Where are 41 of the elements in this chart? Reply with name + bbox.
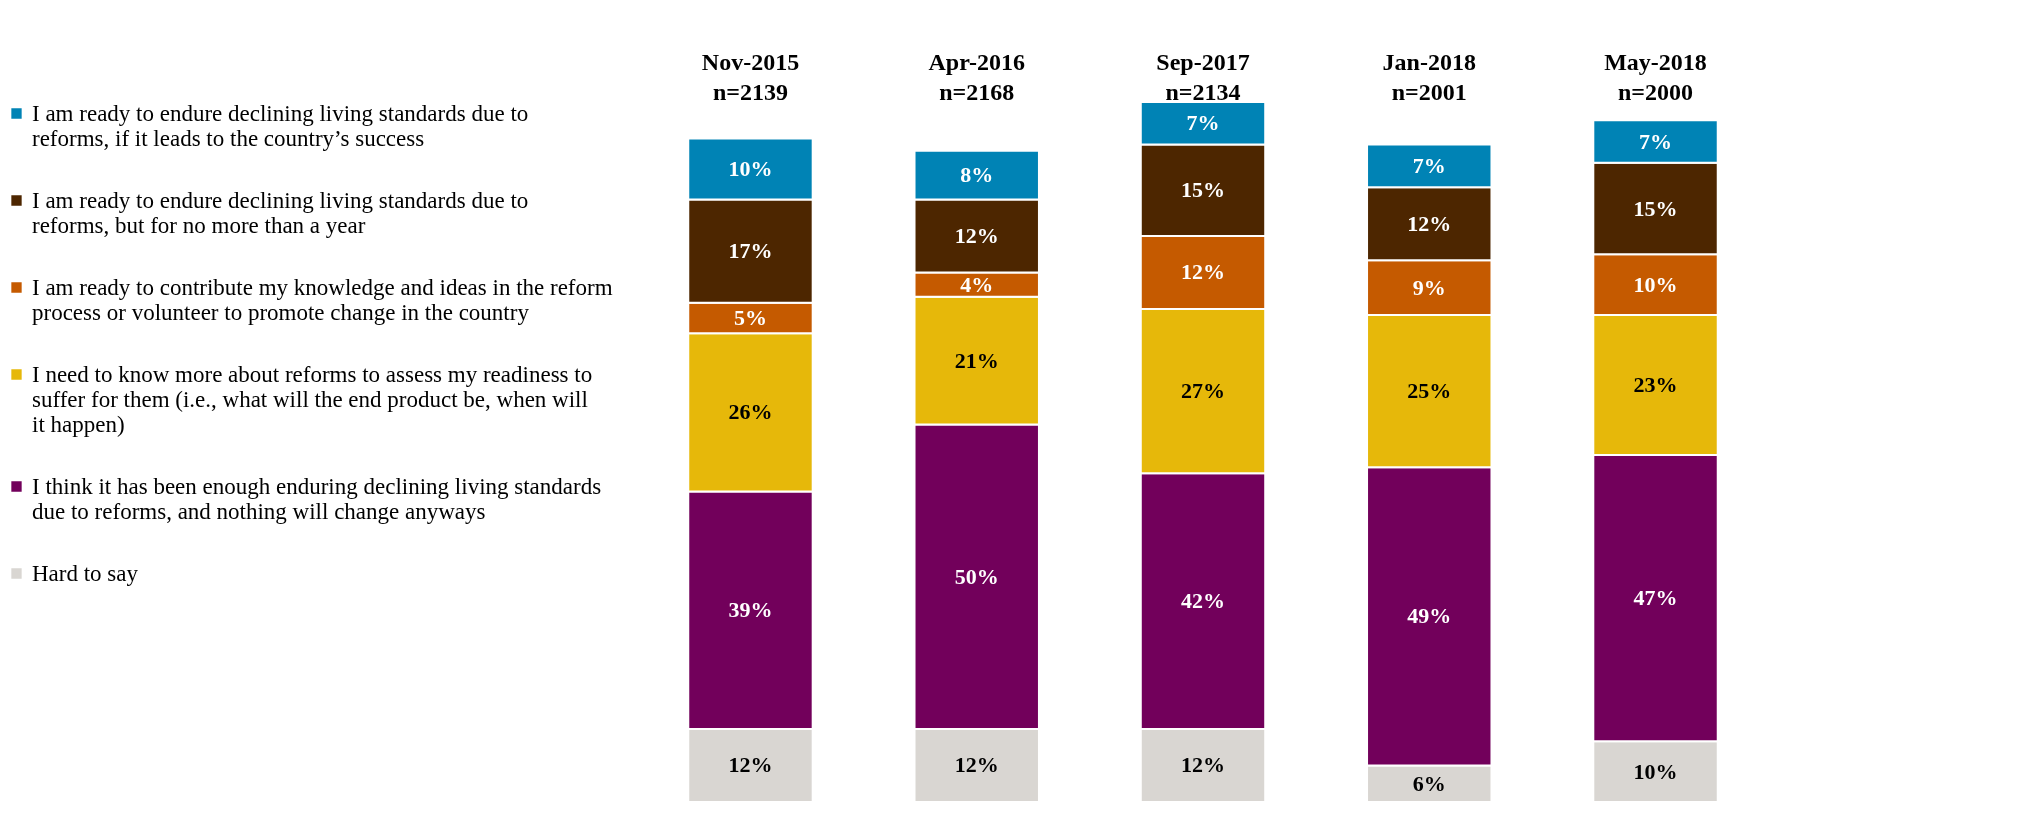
data-label: 10% [1633,271,1678,297]
data-label: 15% [1633,195,1678,221]
data-label: 12% [1407,210,1452,236]
data-label: 42% [1181,588,1225,614]
data-label: 12% [728,752,773,778]
data-label: 6% [1412,770,1446,796]
data-label: 9% [1412,274,1446,300]
data-label: 50% [954,563,999,589]
data-label: 12% [1181,259,1225,285]
data-label: 26% [728,399,773,425]
data-label: 4% [960,271,994,297]
data-label: 5% [733,305,767,331]
data-label: 47% [1633,585,1678,611]
legend-label: Hard to say [32,560,139,586]
legend-label: I think it has been enough enduring declining living standards due to reforms, and nothing will change anyways [32,473,602,524]
data-label: 15% [1181,177,1225,203]
legend-label: I am ready to endure declining living standards due to reforms, if it leads to the country’s success [32,100,529,151]
x-tick-label: May-2018 n=2000 [1604,48,1707,105]
data-label: 39% [728,597,773,623]
data-label: 12% [1181,752,1225,778]
data-label: 7% [1186,110,1220,136]
x-tick-label: Nov-2015 n=2139 [701,48,800,105]
data-label: 12% [954,752,999,778]
legend-label: I am ready to contribute my knowledge and ideas in the reform process or volunteer to promote change in the country [32,274,613,325]
data-label: 21% [954,347,999,373]
data-label: 10% [728,155,773,181]
data-label: 7% [1639,128,1673,154]
legend-label: I need to know more about reforms to assess my readiness to suffer for them (i.e., what will the end product be, when will it happen) [32,361,593,437]
data-label: 12% [954,222,999,248]
data-label: 10% [1633,758,1678,784]
data-label: 8% [960,162,994,188]
data-label: 17% [728,238,773,264]
data-label: 25% [1407,378,1452,404]
data-label: 49% [1407,603,1452,629]
x-tick-label: Jan-2018 n=2001 [1382,48,1476,105]
x-tick-label: Apr-2016 n=2168 [928,48,1025,105]
data-label: 27% [1181,378,1225,404]
data-label: 23% [1633,372,1678,398]
legend-label: I am ready to endure declining living standards due to reforms, but for no more than a year [32,187,529,238]
x-tick-label: Sep-2017 n=2134 [1156,48,1250,105]
data-label: 7% [1412,152,1446,178]
